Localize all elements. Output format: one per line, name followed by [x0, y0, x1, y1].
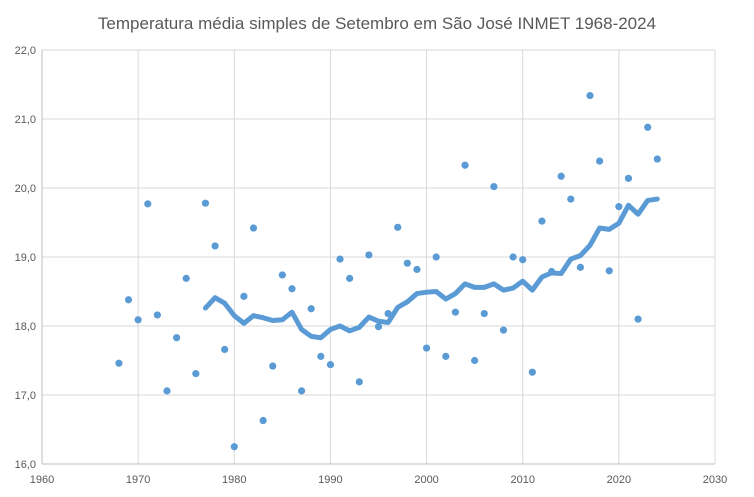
- y-tick-label: 20,0: [15, 183, 36, 195]
- x-tick-label: 2010: [510, 474, 534, 486]
- trend-line-layer: [202, 196, 660, 341]
- data-point: [403, 259, 411, 267]
- data-point: [269, 362, 277, 370]
- data-point: [336, 255, 344, 263]
- data-point: [144, 200, 152, 208]
- data-point: [153, 311, 161, 319]
- data-point: [259, 416, 267, 425]
- data-point: [307, 305, 315, 313]
- data-points: [115, 91, 661, 451]
- data-point: [624, 174, 633, 182]
- data-point: [192, 370, 200, 378]
- data-point: [576, 263, 585, 271]
- data-point: [317, 352, 325, 360]
- data-point: [346, 274, 354, 282]
- data-point: [528, 368, 536, 376]
- data-point: [480, 309, 488, 318]
- data-point: [249, 224, 258, 232]
- y-tick-label: 22,0: [15, 45, 36, 57]
- data-point: [509, 253, 517, 261]
- y-tick-label: 21,0: [15, 114, 36, 126]
- data-point: [230, 443, 238, 451]
- data-point: [374, 323, 383, 331]
- data-point: [461, 161, 469, 169]
- data-point: [653, 155, 661, 163]
- data-point: [586, 91, 594, 100]
- data-point: [442, 352, 450, 360]
- moving-average-line: [202, 196, 660, 341]
- x-tick-label: 2000: [414, 474, 438, 486]
- data-point: [211, 242, 219, 250]
- data-point: [163, 387, 171, 395]
- data-point: [394, 223, 402, 231]
- chart-title: Temperatura média simples de Setembro em…: [98, 14, 656, 33]
- y-tick-label: 17,0: [15, 390, 36, 402]
- x-tick-label: 1960: [30, 474, 54, 486]
- data-point: [451, 308, 460, 316]
- data-point: [221, 345, 229, 354]
- data-point: [567, 195, 575, 203]
- data-point: [288, 285, 296, 293]
- data-point: [596, 157, 604, 165]
- x-tick-label: 2020: [607, 474, 631, 486]
- data-point: [384, 309, 392, 318]
- data-point: [240, 292, 248, 300]
- y-tick-label: 18,0: [15, 321, 36, 333]
- data-point: [422, 344, 431, 352]
- data-point: [615, 203, 623, 211]
- data-point: [490, 183, 498, 191]
- y-tick-label: 16,0: [15, 459, 36, 471]
- data-point: [365, 251, 373, 259]
- data-point: [547, 267, 556, 276]
- data-point: [499, 326, 508, 334]
- x-tick-labels: 1960 1970 1980 1990 2000 2010 2020 2030: [30, 474, 727, 486]
- gridlines: [41, 49, 716, 465]
- data-point: [471, 356, 479, 365]
- data-point: [644, 123, 652, 131]
- data-point: [634, 315, 642, 323]
- x-tick-label: 1970: [126, 474, 150, 486]
- data-point: [115, 359, 123, 367]
- data-point: [326, 361, 335, 369]
- data-point: [557, 172, 565, 180]
- data-point: [278, 271, 286, 279]
- data-point: [519, 256, 527, 264]
- x-tick-label: 2030: [703, 474, 727, 486]
- data-point: [201, 199, 210, 207]
- data-point: [297, 387, 306, 395]
- data-point: [432, 253, 440, 261]
- x-tick-label: 1990: [318, 474, 342, 486]
- data-point: [124, 296, 133, 304]
- data-point: [355, 378, 363, 386]
- axes: [41, 50, 715, 465]
- data-point: [605, 267, 613, 275]
- data-point: [134, 316, 142, 324]
- y-tick-labels: 16,0 17,0 18,0 19,0 20,0 21,0 22,0: [15, 45, 36, 471]
- data-point: [173, 334, 181, 342]
- x-tick-label: 1980: [222, 474, 246, 486]
- y-tick-label: 19,0: [15, 252, 36, 264]
- data-point: [413, 265, 421, 274]
- data-point: [182, 274, 190, 282]
- data-point: [538, 217, 546, 225]
